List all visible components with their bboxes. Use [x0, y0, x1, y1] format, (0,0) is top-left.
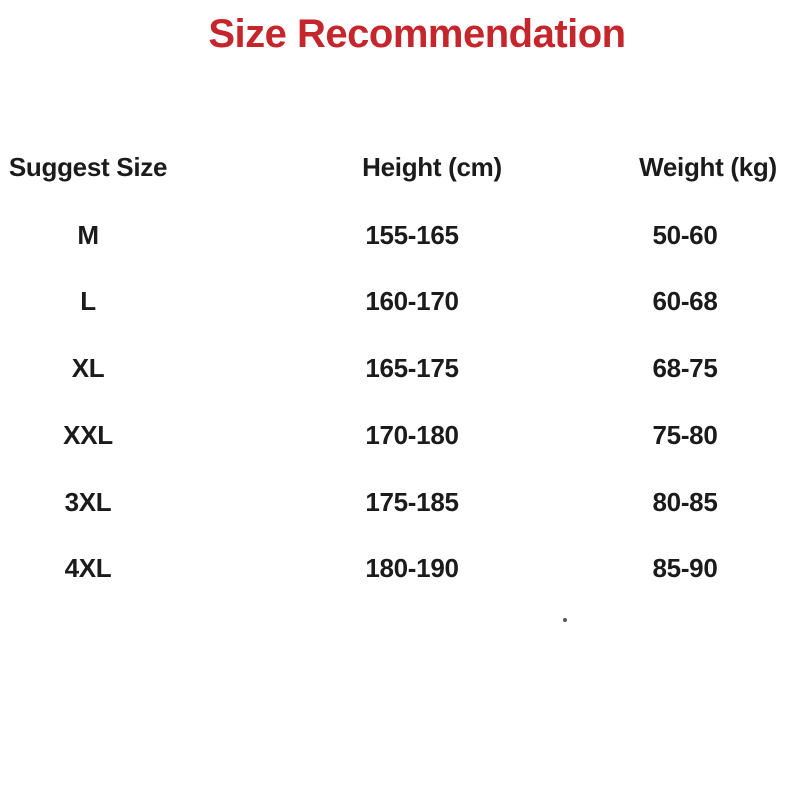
table-row: XL 165-175 68-75: [0, 353, 800, 394]
size-cell: XXL: [63, 420, 113, 450]
size-cell: 3XL: [64, 487, 112, 517]
weight-cell: 75-80: [652, 420, 718, 450]
height-cell: 160-170: [365, 286, 459, 316]
table-header-row: Suggest Size Height (cm) Weight (kg): [0, 152, 800, 193]
height-cell: 180-190: [365, 553, 459, 583]
height-cell: 175-185: [365, 487, 459, 517]
size-cell: XL: [71, 353, 105, 383]
stray-dot: [563, 618, 567, 622]
table-row: L 160-170 60-68: [0, 286, 800, 327]
height-cell: 165-175: [365, 353, 459, 383]
column-header-suggest-size: Suggest Size: [8, 152, 168, 182]
table-row: 4XL 180-190 85-90: [0, 553, 800, 594]
weight-cell: 68-75: [652, 353, 718, 383]
size-cell: M: [77, 220, 99, 250]
column-header-weight: Weight (kg): [639, 152, 777, 182]
table-row: M 155-165 50-60: [0, 220, 800, 261]
page-title: Size Recommendation: [208, 12, 626, 56]
weight-cell: 85-90: [652, 553, 718, 583]
table-row: 3XL 175-185 80-85: [0, 487, 800, 528]
table-row: XXL 170-180 75-80: [0, 420, 800, 461]
weight-cell: 50-60: [652, 220, 718, 250]
weight-cell: 60-68: [652, 286, 718, 316]
column-header-height: Height (cm): [362, 152, 502, 182]
size-cell: L: [80, 286, 96, 316]
size-cell: 4XL: [64, 553, 112, 583]
weight-cell: 80-85: [652, 487, 718, 517]
height-cell: 155-165: [365, 220, 459, 250]
height-cell: 170-180: [365, 420, 459, 450]
size-table: Suggest Size Height (cm) Weight (kg) M 1…: [0, 152, 800, 594]
